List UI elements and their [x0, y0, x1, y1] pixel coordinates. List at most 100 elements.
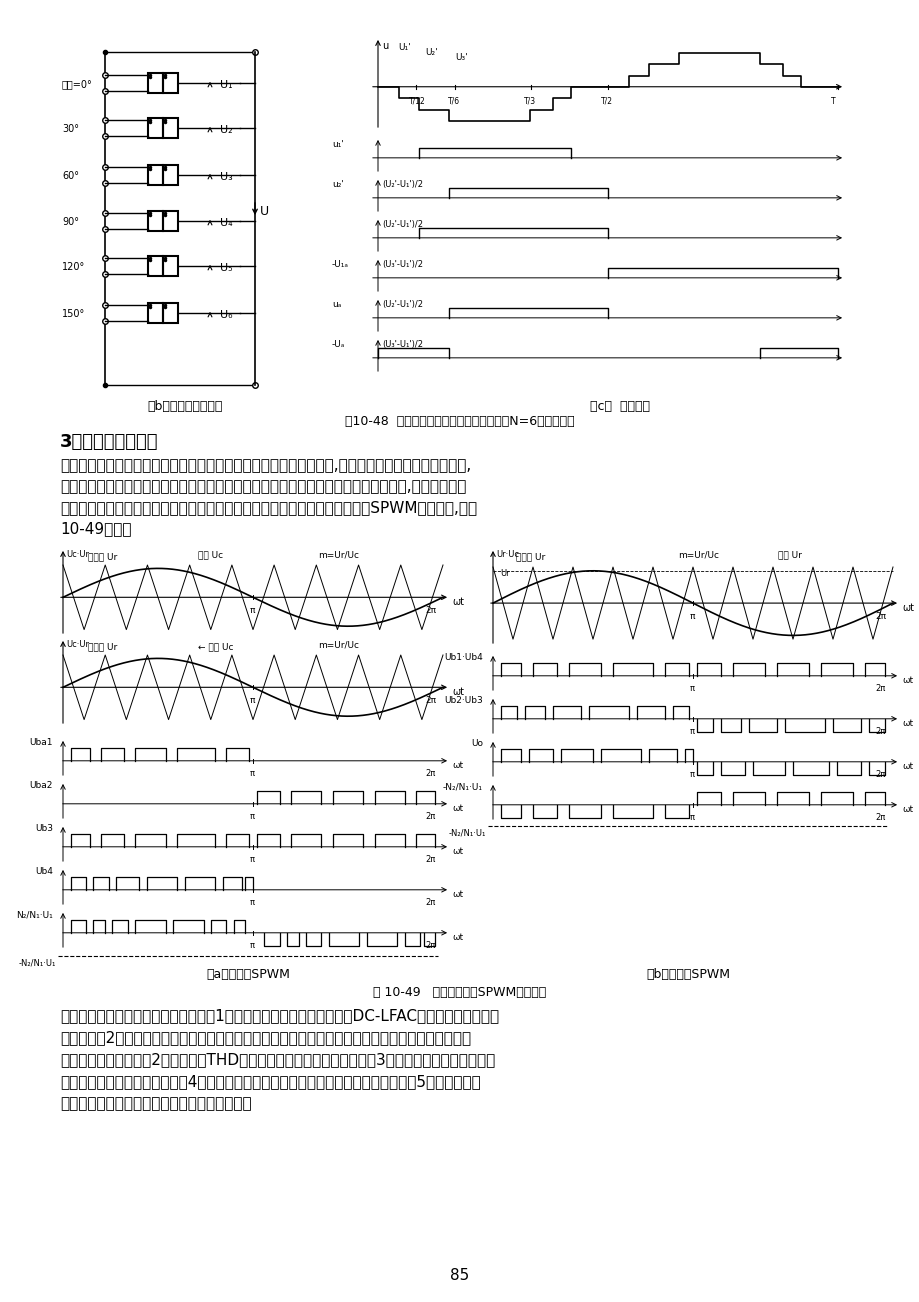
- Text: ωt: ωt: [901, 719, 913, 728]
- Text: -U₁ₐ: -U₁ₐ: [332, 260, 348, 270]
- Bar: [148, 165, 163, 185]
- Text: ωt: ωt: [451, 846, 462, 855]
- Text: T/3: T/3: [524, 96, 536, 105]
- Text: π: π: [689, 812, 694, 822]
- Text: (U₂'-U₁')/2: (U₂'-U₁')/2: [381, 180, 423, 189]
- Text: 90°: 90°: [62, 217, 79, 227]
- Text: 图 10-49   正弦脉宽调制SPWM原理波形: 图 10-49 正弦脉宽调制SPWM原理波形: [373, 986, 546, 999]
- Text: 效率高；（2）变压器仍工作在工频、体积大且笨重，其体积与重量仅和输出电压的频率有关，与逆变: 效率高；（2）变压器仍工作在工频、体积大且笨重，其体积与重量仅和输出电压的频率有…: [60, 1030, 471, 1046]
- Text: π: π: [689, 727, 694, 736]
- Text: uₐ: uₐ: [332, 299, 341, 309]
- Text: （c）  原理波形: （c） 原理波形: [589, 400, 650, 413]
- Bar: [163, 118, 177, 138]
- Text: ← 载波 Uc: ← 载波 Uc: [198, 642, 233, 651]
- Text: π: π: [689, 612, 695, 621]
- Text: -N₂/N₁·U₁: -N₂/N₁·U₁: [443, 783, 482, 792]
- Text: 载波 Uc: 载波 Uc: [198, 549, 223, 559]
- Text: U₅: U₅: [220, 263, 233, 273]
- Text: -N₂/N₁·U₁: -N₂/N₁·U₁: [448, 828, 485, 837]
- Text: 则可输出谐波含量小的正弦脉宽调制电压波。如果合理地解决功率器件的高频开关损耗,那么脉宽调制: 则可输出谐波含量小的正弦脉宽调制电压波。如果合理地解决功率器件的高频开关损耗,那…: [60, 479, 466, 493]
- Text: ωt: ωt: [451, 598, 463, 607]
- Text: U₃: U₃: [220, 172, 233, 182]
- Text: U₂: U₂: [220, 125, 233, 135]
- Text: T/6: T/6: [448, 96, 460, 105]
- Text: 动，系统的动态响应特性好；（4）变压器和输出滤波电感产生的音频噪音得到改善；（5）功率器件的: 动，系统的动态响应特性好；（4）变压器和输出滤波电感产生的音频噪音得到改善；（5…: [60, 1074, 481, 1088]
- Text: T: T: [830, 96, 834, 105]
- Bar: [148, 303, 163, 323]
- Text: π: π: [250, 607, 255, 616]
- Text: 开关频率高，开关损耗增加，降低了变换效率。: 开关频率高，开关损耗增加，降低了变换效率。: [60, 1096, 252, 1111]
- Text: Uba1: Uba1: [29, 738, 53, 747]
- Text: -N₂/N₁·U₁: -N₂/N₁·U₁: [18, 958, 56, 967]
- Text: (U₂'-U₁')/2: (U₂'-U₁')/2: [381, 299, 423, 309]
- Text: π: π: [250, 812, 255, 820]
- Text: 2π: 2π: [874, 684, 884, 693]
- Text: (U₃'-U₁')/2: (U₃'-U₁')/2: [381, 340, 423, 349]
- Text: U₄: U₄: [220, 217, 233, 228]
- Text: 载波 Ur: 载波 Ur: [777, 549, 801, 559]
- Text: Uc·Ur: Uc·Ur: [66, 549, 89, 559]
- Text: U: U: [260, 204, 269, 217]
- Text: 2π: 2π: [874, 812, 884, 822]
- Bar: [148, 73, 163, 92]
- Text: 2π: 2π: [874, 769, 884, 779]
- Text: π: π: [689, 684, 694, 693]
- Text: π: π: [250, 898, 255, 906]
- Bar: [148, 211, 163, 230]
- Text: 2π: 2π: [425, 812, 435, 820]
- Text: Ub3: Ub3: [35, 824, 53, 833]
- Text: 10-49所示。: 10-49所示。: [60, 521, 131, 536]
- Text: 2π: 2π: [425, 768, 435, 777]
- Text: -Uₐ: -Uₐ: [332, 340, 345, 349]
- Bar: [148, 256, 163, 276]
- Text: Ur: Ur: [499, 569, 509, 578]
- Text: Ur·Uc: Ur·Uc: [495, 549, 518, 559]
- Text: U₃': U₃': [455, 53, 467, 62]
- Bar: [163, 211, 177, 230]
- Text: （b）双极性SPWM: （b）双极性SPWM: [645, 967, 729, 980]
- Text: 60°: 60°: [62, 171, 79, 181]
- Text: 参考波 Ur: 参考波 Ur: [88, 642, 117, 651]
- Text: 器的开关频率无关；（2）输出电压THD和输出滤波器的体积、重量小；（3）对于输入电压和负载的波: 器的开关频率无关；（2）输出电压THD和输出滤波器的体积、重量小；（3）对于输入…: [60, 1052, 494, 1068]
- Text: ωt: ωt: [451, 803, 462, 812]
- Text: 30°: 30°: [62, 124, 79, 134]
- Text: ωt: ωt: [901, 762, 913, 771]
- Text: π: π: [689, 769, 694, 779]
- Text: U₁: U₁: [220, 79, 233, 90]
- Text: Uba2: Uba2: [29, 781, 53, 790]
- Text: Uo: Uo: [471, 740, 482, 749]
- Text: π: π: [250, 768, 255, 777]
- Text: π: π: [250, 697, 255, 706]
- Text: 脉宽调制逆变器具有如下特点：（1）电路拓扑简洁，单级功率变换DC-LFAC，双向功率流，变换: 脉宽调制逆变器具有如下特点：（1）电路拓扑简洁，单级功率变换DC-LFAC，双向…: [60, 1008, 499, 1023]
- Text: （b）变压器绕组联接: （b）变压器绕组联接: [147, 400, 222, 413]
- Text: 参考波 Ur: 参考波 Ur: [516, 552, 545, 561]
- Text: 2π: 2π: [425, 941, 435, 949]
- Text: m=Ur/Uc: m=Ur/Uc: [677, 549, 719, 559]
- Text: T/12: T/12: [409, 96, 425, 105]
- Text: 150°: 150°: [62, 309, 85, 319]
- Text: 2π: 2π: [874, 727, 884, 736]
- Bar: [148, 118, 163, 138]
- Text: π: π: [250, 855, 255, 863]
- Text: Uc·Ur: Uc·Ur: [66, 641, 89, 648]
- Text: ωt: ωt: [901, 676, 913, 685]
- Text: 2π: 2π: [425, 607, 436, 616]
- Bar: [163, 73, 177, 92]
- Text: T/2: T/2: [600, 96, 612, 105]
- Text: 2π: 2π: [874, 612, 885, 621]
- Text: m=Ur/Uc: m=Ur/Uc: [318, 641, 358, 648]
- Text: m=Ur/Uc: m=Ur/Uc: [318, 549, 358, 559]
- Text: 逆变器将同时兼有方波逆变器和阶梯波合成逆变器二者之优点。正弦脉宽调制SPWM原理波形,如图: 逆变器将同时兼有方波逆变器和阶梯波合成逆变器二者之优点。正弦脉宽调制SPWM原理…: [60, 500, 477, 516]
- Text: 参考波 Ur: 参考波 Ur: [88, 552, 117, 561]
- Text: Ub1·Ub4: Ub1·Ub4: [444, 654, 482, 661]
- Text: 相角=0°: 相角=0°: [62, 79, 93, 89]
- Text: Ub4: Ub4: [35, 867, 53, 876]
- Text: (U₂'-U₁')/2: (U₂'-U₁')/2: [381, 220, 423, 229]
- Text: U₁': U₁': [398, 43, 410, 52]
- Text: U₂': U₂': [425, 48, 437, 57]
- Text: 2π: 2π: [425, 855, 435, 863]
- Text: π: π: [250, 941, 255, 949]
- Text: 3．脉宽调制逆变器: 3．脉宽调制逆变器: [60, 434, 158, 450]
- Text: ωt: ωt: [451, 932, 462, 941]
- Bar: [163, 165, 177, 185]
